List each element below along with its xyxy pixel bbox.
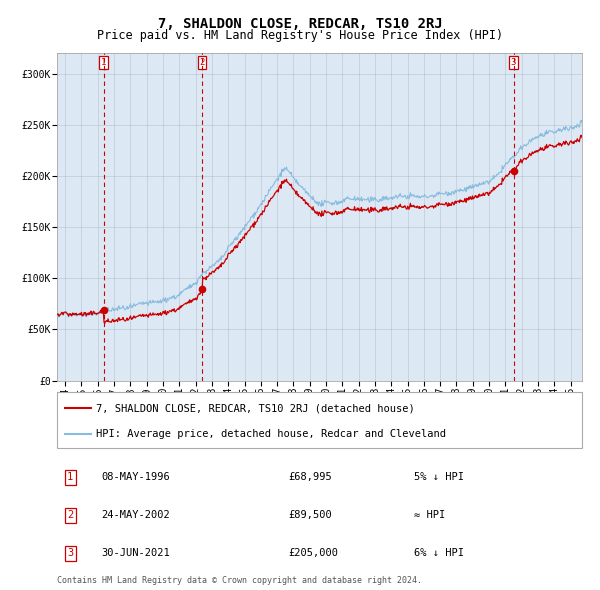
Text: 24-MAY-2002: 24-MAY-2002 [101, 510, 170, 520]
Text: ≈ HPI: ≈ HPI [414, 510, 445, 520]
Bar [514, 53, 582, 381]
Text: 3: 3 [511, 58, 516, 67]
Text: 1: 1 [67, 473, 73, 482]
Text: 2: 2 [67, 510, 73, 520]
Text: £89,500: £89,500 [288, 510, 332, 520]
Bar [104, 53, 202, 381]
Text: 1: 1 [101, 58, 106, 67]
Text: 7, SHALDON CLOSE, REDCAR, TS10 2RJ: 7, SHALDON CLOSE, REDCAR, TS10 2RJ [158, 17, 442, 31]
Text: 7, SHALDON CLOSE, REDCAR, TS10 2RJ (detached house): 7, SHALDON CLOSE, REDCAR, TS10 2RJ (deta… [97, 403, 415, 413]
Text: Price paid vs. HM Land Registry's House Price Index (HPI): Price paid vs. HM Land Registry's House … [97, 30, 503, 42]
Text: Contains HM Land Registry data © Crown copyright and database right 2024.: Contains HM Land Registry data © Crown c… [57, 576, 422, 585]
Text: 30-JUN-2021: 30-JUN-2021 [101, 548, 170, 558]
Text: 3: 3 [67, 548, 73, 558]
Text: £68,995: £68,995 [288, 473, 332, 482]
Bar [57, 53, 104, 381]
Text: 5% ↓ HPI: 5% ↓ HPI [414, 473, 464, 482]
Bar [514, 53, 582, 381]
Text: £205,000: £205,000 [288, 548, 338, 558]
Bar [57, 53, 104, 381]
Text: 08-MAY-1996: 08-MAY-1996 [101, 473, 170, 482]
Text: 2: 2 [199, 58, 205, 67]
Text: 6% ↓ HPI: 6% ↓ HPI [414, 548, 464, 558]
Text: HPI: Average price, detached house, Redcar and Cleveland: HPI: Average price, detached house, Redc… [97, 429, 446, 439]
Bar [202, 53, 514, 381]
